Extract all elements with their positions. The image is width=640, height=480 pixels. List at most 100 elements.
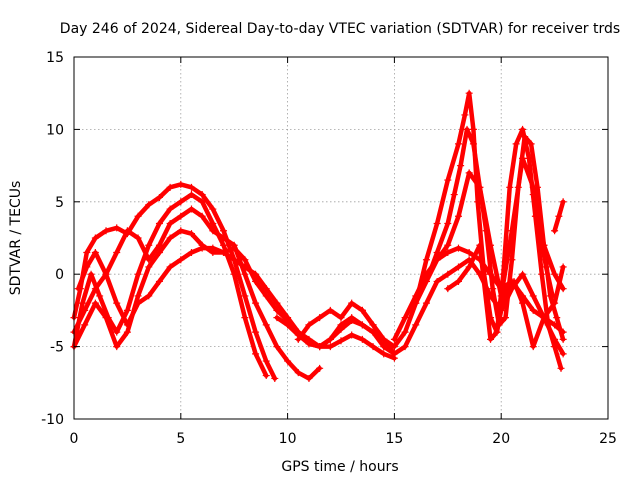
- data-point-marker: [271, 374, 279, 382]
- data-point-marker: [433, 277, 441, 285]
- data-point-marker: [166, 183, 174, 191]
- data-point-marker: [177, 256, 185, 264]
- data-point-marker: [134, 299, 142, 307]
- data-point-marker: [512, 140, 520, 148]
- data-point-marker: [463, 125, 471, 133]
- data-point-marker: [487, 335, 495, 343]
- y-tick-label: -5: [50, 340, 64, 356]
- data-point-marker: [444, 176, 452, 184]
- data-point-marker: [469, 125, 477, 133]
- x-tick-label: 15: [385, 431, 403, 447]
- x-axis-label: GPS time / hours: [281, 459, 398, 475]
- axis-layer: 0 5 10 15 20 25 -10 -5 0 5 10 15: [41, 50, 617, 447]
- data-point-marker: [220, 227, 228, 235]
- data-point-marker: [123, 306, 131, 314]
- data-point-marker: [198, 198, 206, 206]
- data-point-marker: [273, 343, 281, 351]
- data-point-marker: [316, 364, 324, 372]
- y-tick-label: -10: [41, 412, 64, 428]
- data-point-marker: [534, 183, 542, 191]
- y-axis-label: SDTVAR / TECUs: [8, 181, 24, 296]
- data-point-marker: [551, 299, 559, 307]
- data-point-marker: [433, 248, 441, 256]
- data-point-marker: [91, 248, 99, 256]
- data-point-marker: [551, 335, 559, 343]
- data-point-marker: [551, 270, 559, 278]
- data-point-marker: [390, 350, 398, 358]
- data-point-marker: [521, 133, 529, 141]
- data-point-marker: [337, 314, 345, 322]
- data-point-marker: [559, 263, 567, 271]
- data-point-marker: [482, 227, 490, 235]
- data-point-marker: [83, 263, 91, 271]
- data-point-marker: [209, 244, 217, 252]
- series-line: [71, 192, 269, 378]
- data-point-marker: [113, 343, 121, 351]
- data-point-marker: [444, 220, 452, 228]
- data-point-marker: [316, 343, 324, 351]
- data-point-marker: [284, 357, 292, 365]
- data-point-marker: [380, 350, 388, 358]
- data-point-marker: [454, 277, 462, 285]
- data-point-marker: [305, 340, 313, 348]
- series-track-14: [294, 299, 388, 343]
- data-point-marker: [369, 343, 377, 351]
- data-point-marker: [559, 198, 567, 206]
- data-point-marker: [134, 292, 142, 300]
- data-point-marker: [220, 241, 228, 249]
- data-point-marker: [83, 248, 91, 256]
- data-point-marker: [501, 314, 509, 322]
- data-point-marker: [444, 248, 452, 256]
- data-point-marker: [177, 212, 185, 220]
- data-point-marker: [510, 277, 518, 285]
- data-point-marker: [241, 263, 249, 271]
- data-point-marker: [422, 277, 430, 285]
- data-point-marker: [542, 263, 550, 271]
- data-point-marker: [540, 314, 548, 322]
- data-point-marker: [91, 285, 99, 293]
- data-point-marker: [123, 328, 131, 336]
- data-point-marker: [557, 364, 565, 372]
- data-point-marker: [134, 270, 142, 278]
- data-point-marker: [450, 191, 458, 199]
- data-point-marker: [369, 328, 377, 336]
- data-point-marker: [559, 335, 567, 343]
- data-point-marker: [369, 321, 377, 329]
- data-point-marker: [358, 335, 366, 343]
- data-point-marker: [506, 183, 514, 191]
- data-point-marker: [79, 299, 87, 307]
- data-point-marker: [74, 285, 82, 293]
- data-point-marker: [187, 230, 195, 238]
- data-point-marker: [241, 314, 249, 322]
- data-point-marker: [87, 270, 95, 278]
- data-point-marker: [134, 212, 142, 220]
- data-point-marker: [252, 328, 260, 336]
- data-point-marker: [230, 270, 238, 278]
- data-point-marker: [390, 343, 398, 351]
- data-point-marker: [155, 193, 163, 201]
- data-point-marker: [465, 89, 473, 97]
- data-point-marker: [166, 234, 174, 242]
- data-point-marker: [145, 201, 153, 209]
- data-point-marker: [96, 292, 104, 300]
- data-point-marker: [273, 306, 281, 314]
- data-point-marker: [230, 256, 238, 264]
- data-point-marker: [284, 314, 292, 322]
- data-point-marker: [305, 321, 313, 329]
- data-point-marker: [198, 244, 206, 252]
- data-point-marker: [454, 140, 462, 148]
- data-point-marker: [501, 285, 509, 293]
- data-point-marker: [326, 335, 334, 343]
- y-tick-label: 0: [55, 267, 64, 283]
- data-point-marker: [348, 299, 356, 307]
- series-track-13: [551, 198, 567, 235]
- data-point-marker: [102, 314, 110, 322]
- data-point-marker: [123, 321, 131, 329]
- data-point-marker: [81, 306, 89, 314]
- data-point-marker: [294, 335, 302, 343]
- series-line: [530, 192, 555, 299]
- data-point-marker: [155, 241, 163, 249]
- data-point-marker: [198, 191, 206, 199]
- data-point-marker: [284, 321, 292, 329]
